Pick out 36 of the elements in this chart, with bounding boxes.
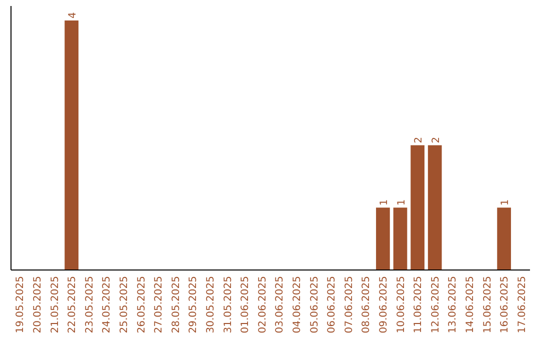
x-tick-label: 09.06.2025	[378, 276, 390, 334]
data-label: 1	[500, 199, 512, 206]
x-tick-label: 16.06.2025	[500, 276, 511, 334]
x-tick-label: 30.05.2025	[205, 276, 216, 334]
data-label: 2	[414, 136, 425, 144]
x-tick-label: 07.06.2025	[344, 276, 355, 334]
x-tick-label: 06.06.2025	[326, 276, 338, 334]
x-tick-label: 04.06.2025	[292, 276, 303, 334]
x-tick-label: 03.06.2025	[274, 276, 286, 334]
x-tick-label: 02.06.2025	[257, 276, 268, 334]
x-tick-label: 17.06.2025	[516, 276, 528, 334]
x-tick-label: 20.05.2025	[32, 276, 44, 334]
x-tick-label: 21.05.2025	[50, 276, 61, 334]
data-label: 4	[68, 12, 79, 18]
data-label: 1	[378, 199, 390, 206]
x-tick-label: 12.06.2025	[430, 276, 442, 334]
x-tick-label: 22.05.2025	[67, 276, 78, 334]
x-tick-label: 08.06.2025	[361, 276, 372, 334]
x-tick-label: 31.05.2025	[222, 276, 234, 334]
x-tick-label: 14.06.2025	[464, 276, 476, 334]
x-tick-label: 11.06.2025	[413, 276, 424, 334]
x-tick-label: 26.05.2025	[136, 276, 148, 334]
x-tick-label: 24.05.2025	[102, 276, 113, 334]
x-tick-label: 28.05.2025	[170, 276, 182, 334]
x-tick-label: 01.06.2025	[240, 276, 252, 334]
x-tick-label: 05.06.2025	[309, 276, 320, 334]
x-tick-label: 27.05.2025	[154, 276, 165, 334]
x-tick-label: 23.05.2025	[84, 276, 96, 334]
data-label: 1	[396, 199, 408, 206]
x-tick-label: 29.05.2025	[188, 276, 200, 334]
data-label: 2	[430, 136, 442, 144]
x-tick-label: 10.06.2025	[396, 276, 407, 334]
x-tick-label: 13.06.2025	[448, 276, 459, 334]
x-tick-label: 25.05.2025	[118, 276, 130, 334]
x-tick-label: 15.06.2025	[482, 276, 494, 334]
x-tick-label: 19.05.2025	[15, 276, 26, 334]
